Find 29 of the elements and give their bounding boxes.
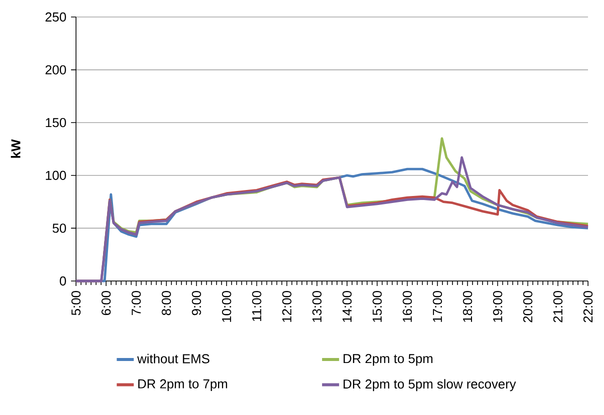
x-tick-label: 21:00 [553, 291, 562, 322]
x-tick-label: 6:00 [102, 291, 111, 316]
x-tick-label: 8:00 [162, 291, 171, 316]
legend-label: DR 2pm to 5pm [344, 354, 432, 366]
y-tick-label: 250 [46, 12, 66, 22]
y-tick-label: 50 [52, 224, 66, 233]
x-tick-label: 16:00 [402, 291, 412, 322]
x-tick-label: 9:00 [192, 291, 202, 316]
x-tick-label: 13:00 [312, 291, 322, 322]
y-tick-label: 0 [60, 276, 66, 286]
x-tick-label: 14:00 [342, 291, 352, 322]
x-tick-label: 15:00 [372, 291, 382, 322]
legend-label: without EMS [137, 354, 210, 364]
y-tick-label: 100 [46, 170, 66, 180]
x-tick-label: 5:00 [71, 291, 81, 316]
x-tick-label: 18:00 [462, 291, 472, 322]
x-tick-label: 19:00 [493, 291, 502, 322]
x-tick-label: 20:00 [523, 291, 532, 322]
legend-label: DR 2pm to 7pm [138, 379, 228, 391]
x-tick-label: 17:00 [432, 291, 442, 322]
x-tick-label: 11:00 [252, 291, 262, 321]
legend-label: DR 2pm to 5pm slow recovery [344, 379, 516, 392]
y-tick-label: 150 [46, 118, 66, 128]
y-axis-title: kW [10, 139, 20, 158]
x-tick-label: 7:00 [132, 291, 141, 316]
x-tick-label: 12:00 [282, 291, 292, 322]
y-tick-label: 200 [46, 65, 66, 74]
x-tick-label: 22:00 [583, 291, 593, 322]
x-tick-label: 10:00 [222, 291, 232, 322]
